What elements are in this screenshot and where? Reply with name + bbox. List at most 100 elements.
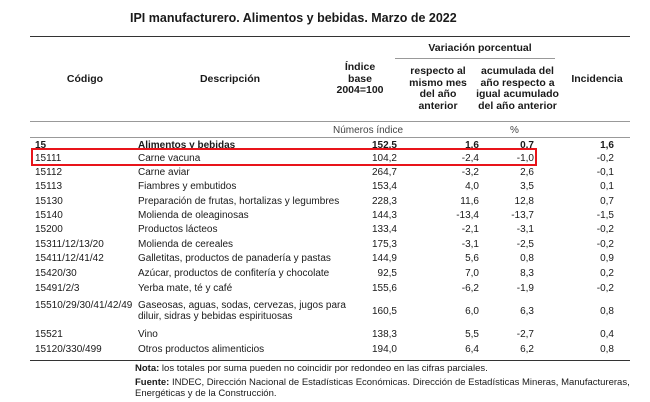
row-code: 15111 (35, 153, 62, 164)
table-row: 15111 104,2 -2,4 -1,0 -0,2 Carne vacuna (30, 152, 630, 166)
row-var-cum: 0,7 (520, 140, 534, 151)
header-indice-line2: base (348, 72, 372, 85)
table-row: 15311/12/13/20 175,3 -3,1 -2,5 -0,2 Molienda … (30, 238, 630, 252)
row-var-cum: 6,3 (520, 306, 534, 317)
row-description-line1: Fiambres y embutidos (138, 181, 237, 192)
units-bottom-rule (30, 137, 630, 138)
row-index: 144,9 (371, 253, 397, 264)
row-var-month: 4,0 (465, 181, 479, 192)
row-index: 92,5 (377, 268, 397, 279)
row-index: 104,2 (371, 153, 397, 164)
row-description: Otros productos alimenticios (138, 344, 264, 355)
row-description: Carne aviar (138, 167, 190, 178)
row-var-month: 6,0 (465, 306, 479, 317)
row-incidence: 0,8 (600, 306, 614, 317)
row-incidence: 0,7 (600, 196, 614, 207)
table-note: Nota: los totales por suma pueden no coi… (135, 363, 640, 374)
row-description-line1: Galletitas, productos de panadería y pas… (138, 253, 331, 264)
row-var-month: -13,4 (456, 210, 479, 221)
row-var-cum: 2,6 (520, 167, 534, 178)
row-code: 15521 (35, 329, 63, 340)
row-var-month: -2,1 (461, 224, 479, 235)
table-row: 15112 264,7 -3,2 2,6 -0,1 Carne aviar (30, 166, 630, 180)
row-index: 175,3 (371, 239, 397, 250)
row-description: Carne vacuna (138, 153, 200, 164)
row-var-cum: -1,0 (516, 153, 534, 164)
row-index: 160,5 (371, 306, 397, 317)
row-index: 264,7 (371, 167, 397, 178)
row-var-month: 7,0 (465, 268, 479, 279)
note-label: Nota: (135, 363, 160, 374)
row-var-cum: -2,5 (516, 239, 534, 250)
row-incidence: -0,2 (596, 224, 614, 235)
row-index: 152,5 (371, 140, 397, 151)
header-respecto-line1: respecto al (410, 65, 466, 77)
source-text: INDEC, Dirección Nacional de Estadística… (135, 377, 630, 399)
units-indice: Números índice (333, 125, 404, 136)
table-row: 15113 153,4 4,0 3,5 0,1 Fiambres y embutidos (30, 180, 630, 194)
source-label: Fuente: (135, 377, 170, 388)
table-row: 15521 138,3 5,5 -2,7 0,4 Vino (30, 328, 630, 342)
row-var-cum: -2,7 (516, 329, 534, 340)
row-incidence: 0,4 (600, 329, 614, 340)
row-incidence: -1,5 (596, 210, 614, 221)
row-var-month: -2,4 (461, 153, 479, 164)
row-description: Gaseosas, aguas, sodas, cervezas, jugos … (138, 300, 346, 322)
table-row: 15491/2/3 155,6 -6,2 -1,9 -0,2 Yerba mate, té… (30, 282, 630, 296)
units-variacion: % (510, 125, 519, 136)
row-var-month: -3,2 (461, 167, 479, 178)
row-code: 15130 (35, 196, 63, 207)
table-bottom-rule (30, 360, 630, 361)
header-indice: Índice base 2004=100 (325, 61, 395, 97)
row-index: 138,3 (371, 329, 397, 340)
row-var-cum: 3,5 (520, 181, 534, 192)
row-var-cum: 6,2 (520, 344, 534, 355)
row-description: Preparación de frutas, hortalizas y legu… (138, 196, 339, 207)
row-description-line1: Molienda de oleaginosas (138, 210, 249, 221)
row-description: Vino (138, 329, 158, 340)
row-description-line1: Preparación de frutas, hortalizas y legu… (138, 196, 340, 207)
page-title: IPI manufacturero. Alimentos y bebidas. … (130, 11, 457, 25)
row-description-line1: Vino (138, 329, 158, 340)
header-acumulada-line3: igual acumulado (476, 88, 559, 100)
row-description-line1: Azúcar, productos de confitería y chocol… (138, 268, 330, 279)
row-code: 15411/12/41/42 (35, 253, 104, 264)
row-incidence: 0,8 (600, 344, 614, 355)
table-row: 15200 133,4 -2,1 -3,1 -0,2 Productos lácteos (30, 223, 630, 237)
row-var-month: -3,1 (461, 239, 479, 250)
table-row: 15411/12/41/42 144,9 5,6 0,8 0,9 Galletitas, … (30, 252, 630, 266)
table-top-rule (30, 36, 630, 37)
row-description-line1: Carne vacuna (138, 153, 201, 164)
header-acumulada-line4: del año anterior (478, 99, 557, 112)
header-respecto-line4: anterior (418, 99, 458, 112)
row-var-month: 6,4 (465, 344, 479, 355)
row-code: 15120/330/499 (35, 344, 102, 355)
note-text: los totales por suma pueden no coincidir… (159, 363, 488, 374)
row-var-cum: -3,1 (516, 224, 534, 235)
row-description-line2: diluir, sidras y bebidas espirituosas (138, 311, 293, 322)
row-index: 153,4 (371, 181, 397, 192)
row-description: Productos lácteos (138, 224, 218, 235)
row-description: Molienda de cereales (138, 239, 233, 250)
header-acumulada: acumulada del año respecto a igual acumu… (475, 65, 560, 112)
header-indice-line3: 2004=100 (336, 84, 384, 96)
header-bottom-rule (30, 121, 630, 122)
row-var-cum: -1,9 (516, 283, 534, 294)
row-var-cum: 12,8 (514, 196, 534, 207)
row-var-cum: -13,7 (511, 210, 534, 221)
table-source: Fuente: INDEC, Dirección Nacional de Est… (135, 377, 640, 399)
table-row: 15510/29/30/41/42/49 160,5 6,0 6,3 0,8 Gaseos… (30, 299, 630, 324)
header-respecto-line3: del año (419, 88, 457, 100)
header-indice-line1: Índice (344, 61, 376, 73)
row-description-line1: Otros productos alimenticios (138, 344, 265, 355)
row-description-line1: Molienda de cereales (138, 239, 234, 250)
row-code: 15311/12/13/20 (35, 239, 104, 250)
variacion-rule (395, 58, 555, 59)
table-row: 15130 228,3 11,6 12,8 0,7 Preparación de frut… (30, 195, 630, 209)
row-description-line1: Gaseosas, aguas, sodas, cervezas, jugos … (138, 300, 346, 311)
row-incidence: -0,2 (596, 283, 614, 294)
row-var-month: 5,6 (465, 253, 479, 264)
row-code: 15491/2/3 (35, 283, 80, 294)
row-description-line1: Productos lácteos (138, 224, 218, 235)
row-index: 194,0 (371, 344, 397, 355)
